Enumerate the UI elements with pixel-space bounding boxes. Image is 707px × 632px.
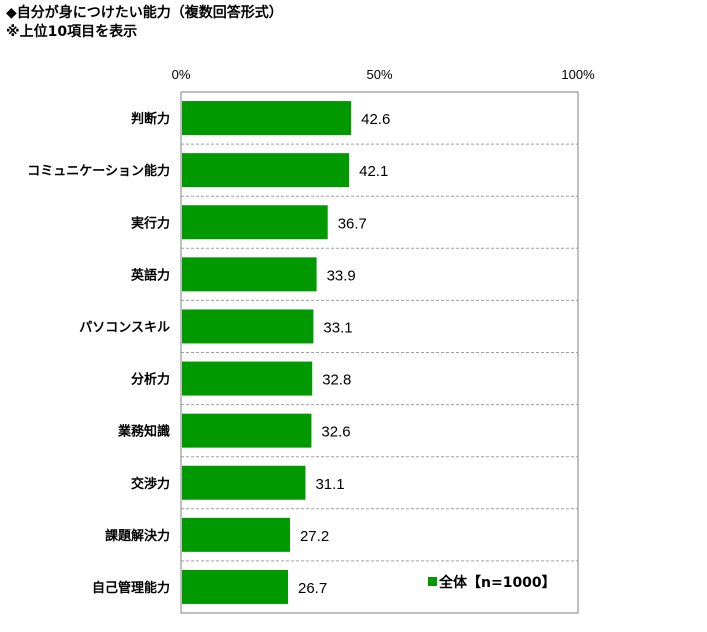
chart-subtitle: ※上位10項目を表示 — [6, 24, 138, 40]
category-label: 自己管理能力 — [92, 580, 170, 596]
category-label: 分析力 — [131, 372, 170, 388]
data-label: 36.7 — [338, 215, 367, 232]
category-label: 課題解決力 — [105, 528, 170, 544]
bar — [182, 361, 313, 396]
data-label: 32.6 — [321, 424, 350, 441]
data-label: 33.9 — [327, 267, 356, 284]
x-tick-label: 50% — [366, 67, 392, 82]
legend: 全体【n=1000】 — [428, 572, 556, 592]
data-label: 42.1 — [359, 163, 388, 180]
bar — [182, 569, 288, 604]
bar — [182, 257, 317, 292]
bar — [182, 465, 306, 500]
bar — [182, 205, 328, 240]
category-label: 業務知識 — [117, 424, 170, 440]
bar — [182, 101, 352, 136]
chart-title: ◆自分が身につけたい能力（複数回答形式） — [6, 5, 283, 21]
x-tick-label: 0% — [172, 67, 191, 82]
data-label: 31.1 — [315, 476, 344, 493]
bar — [182, 413, 312, 448]
data-label: 32.8 — [322, 372, 351, 389]
legend-label: 全体【n=1000】 — [439, 575, 556, 591]
data-label: 27.2 — [300, 528, 329, 545]
category-label: 英語力 — [130, 267, 170, 283]
x-tick-label: 100% — [561, 67, 595, 82]
data-label: 33.1 — [323, 319, 352, 336]
category-label: コミュニケーション能力 — [27, 163, 170, 179]
category-label: 判断力 — [131, 111, 170, 127]
category-label: 実行力 — [131, 215, 170, 231]
data-label: 26.7 — [298, 580, 327, 597]
category-label: 交渉力 — [131, 476, 170, 492]
bar — [182, 309, 314, 344]
data-label: 42.6 — [361, 111, 390, 128]
bar — [182, 517, 290, 552]
bar — [182, 153, 350, 188]
legend-swatch — [428, 577, 437, 586]
category-label: パソコンスキル — [79, 320, 170, 335]
